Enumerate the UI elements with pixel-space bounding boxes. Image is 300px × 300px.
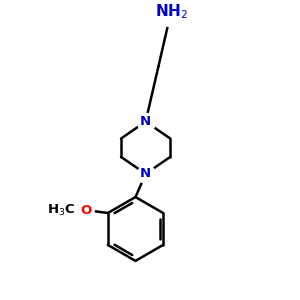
Text: NH$_2$: NH$_2$ <box>155 2 188 21</box>
Text: N: N <box>140 167 151 180</box>
Text: O: O <box>80 204 92 217</box>
Text: N: N <box>140 115 151 128</box>
Text: H$_3$C: H$_3$C <box>47 202 76 218</box>
